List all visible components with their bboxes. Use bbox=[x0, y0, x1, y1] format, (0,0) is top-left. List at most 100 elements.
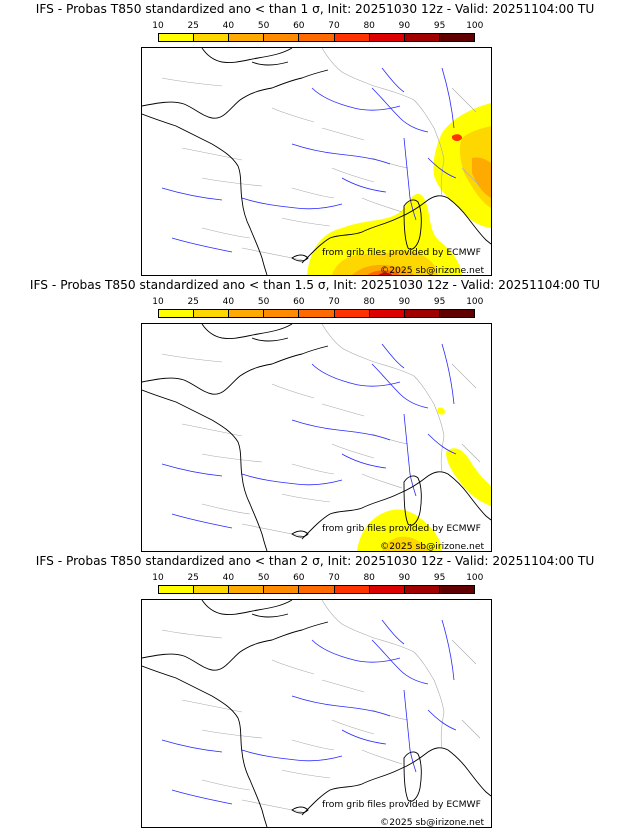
panel-title: IFS - Probas T850 standardized ano < tha… bbox=[35, 2, 595, 16]
admin-border bbox=[181, 699, 243, 713]
data-source-credit: from grib files provided by ECMWF bbox=[322, 247, 481, 258]
legend-swatch bbox=[194, 34, 230, 41]
admin-border bbox=[281, 769, 331, 779]
legend-swatch bbox=[439, 586, 474, 593]
river bbox=[171, 513, 233, 529]
legend-swatch bbox=[299, 310, 335, 317]
river bbox=[371, 363, 429, 409]
legend-tick-label: 10 bbox=[152, 297, 164, 307]
legend-tick-label: 40 bbox=[222, 297, 235, 307]
river bbox=[171, 789, 233, 805]
probability-map: from grib files provided by ECMWF ©2025 … bbox=[141, 47, 492, 276]
river bbox=[241, 749, 343, 762]
legend-tick-label: 80 bbox=[363, 573, 375, 583]
probability-shading bbox=[357, 407, 491, 551]
river bbox=[291, 419, 391, 441]
legend-tick-label: 95 bbox=[433, 21, 446, 31]
river bbox=[427, 157, 457, 179]
legend-tick-label: 100 bbox=[466, 297, 484, 307]
admin-border bbox=[201, 227, 251, 239]
coastline-segment bbox=[403, 199, 422, 250]
coastline-segment bbox=[251, 613, 289, 618]
river bbox=[441, 343, 455, 405]
admin-border bbox=[181, 147, 243, 161]
coastline-segment bbox=[142, 345, 329, 395]
legend-swatch bbox=[334, 586, 370, 593]
admin-border bbox=[201, 779, 251, 791]
admin-border bbox=[181, 423, 243, 437]
admin-border bbox=[321, 324, 415, 377]
legend-swatch bbox=[369, 310, 405, 317]
coastline-segment bbox=[142, 69, 329, 119]
admin-border bbox=[161, 77, 223, 87]
copyright-credit: ©2025 sb@irizone.net bbox=[380, 265, 485, 276]
river bbox=[427, 433, 457, 455]
map-panel-2: IFS - Probas T850 standardized ano < tha… bbox=[0, 276, 630, 552]
coastline-segment bbox=[291, 530, 309, 538]
legend-tick-label: 25 bbox=[187, 21, 199, 31]
river bbox=[311, 639, 401, 663]
coastline-segment bbox=[251, 337, 289, 342]
legend-tick-label: 90 bbox=[398, 297, 411, 307]
admin-border bbox=[440, 435, 445, 473]
river bbox=[403, 413, 417, 497]
river bbox=[341, 453, 387, 469]
admin-border bbox=[281, 493, 331, 503]
legend-swatch bbox=[159, 34, 195, 41]
coastline-segment bbox=[201, 324, 293, 339]
legend-swatch bbox=[159, 310, 195, 317]
river bbox=[381, 619, 405, 645]
legend-tick-labels: 10 25 40 50 60 70 80 90 95 100 bbox=[150, 297, 490, 308]
legend-swatch bbox=[334, 34, 370, 41]
legend-tick-label: 70 bbox=[328, 573, 340, 583]
admin-border bbox=[413, 651, 445, 713]
admin-border bbox=[331, 719, 375, 735]
coastline bbox=[142, 48, 491, 275]
river bbox=[161, 187, 223, 201]
legend-swatch bbox=[334, 310, 370, 317]
admin-border bbox=[271, 107, 315, 123]
river bbox=[171, 237, 233, 253]
river bbox=[311, 363, 401, 387]
legend-tick-label: 10 bbox=[152, 21, 164, 31]
river bbox=[381, 343, 405, 369]
coastline-segment bbox=[291, 254, 309, 262]
river bbox=[381, 67, 405, 93]
river bbox=[241, 473, 343, 486]
admin-borders bbox=[161, 324, 481, 537]
admin-border bbox=[461, 443, 481, 463]
admin-border bbox=[201, 729, 263, 739]
legend-colorbar bbox=[158, 309, 475, 318]
admin-border bbox=[281, 217, 331, 227]
admin-border bbox=[291, 187, 335, 199]
coastline-segment bbox=[251, 61, 289, 66]
probability-shading bbox=[307, 103, 491, 275]
legend-tick-label: 80 bbox=[363, 21, 375, 31]
admin-border bbox=[413, 375, 445, 437]
coastline bbox=[142, 600, 491, 827]
legend-tick-label: 80 bbox=[363, 297, 375, 307]
coastline-segment bbox=[142, 113, 268, 275]
river bbox=[341, 177, 387, 193]
admin-border bbox=[321, 48, 415, 101]
river bbox=[341, 729, 387, 745]
admin-border bbox=[331, 167, 375, 183]
map-panel-1: IFS - Probas T850 standardized ano < tha… bbox=[0, 0, 630, 276]
legend-tick-label: 90 bbox=[398, 573, 411, 583]
legend-tick-label: 60 bbox=[293, 21, 305, 31]
coastline-segment bbox=[467, 769, 491, 797]
river bbox=[403, 689, 417, 773]
coastline-segment bbox=[142, 665, 268, 827]
probability-map: from grib files provided by ECMWF ©2025 … bbox=[141, 599, 492, 828]
admin-border bbox=[321, 600, 415, 653]
admin-border bbox=[361, 749, 403, 765]
legend-tick-labels: 10 25 40 50 60 70 80 90 95 100 bbox=[150, 21, 490, 32]
admin-border bbox=[371, 709, 409, 721]
admin-border bbox=[241, 247, 303, 261]
admin-border bbox=[461, 167, 481, 187]
admin-border bbox=[361, 197, 403, 213]
coastline-segment bbox=[301, 471, 469, 540]
legend-tick-label: 70 bbox=[328, 297, 340, 307]
probability-map: from grib files provided by ECMWF ©2025 … bbox=[141, 323, 492, 552]
coastline-segment bbox=[291, 806, 309, 814]
